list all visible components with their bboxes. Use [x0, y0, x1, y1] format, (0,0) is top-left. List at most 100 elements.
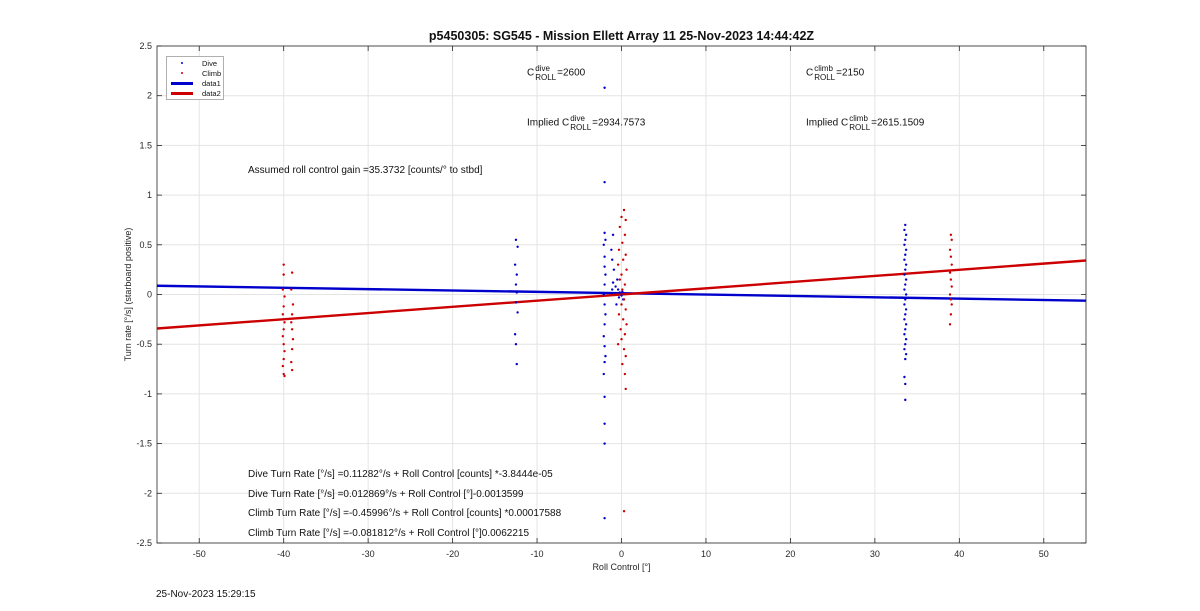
- point-climb: [623, 333, 627, 336]
- legend-swatch-dive: [181, 62, 183, 64]
- x-tick-label: 0: [619, 549, 624, 559]
- point-dive: [903, 347, 906, 351]
- point-dive: [515, 362, 518, 366]
- point-dive: [611, 281, 615, 284]
- legend-entry-climb: Climb: [167, 68, 223, 78]
- point-climb: [625, 268, 628, 271]
- point-dive: [904, 268, 907, 271]
- point-dive: [904, 248, 908, 251]
- point-dive: [603, 395, 606, 399]
- point-dive: [515, 291, 518, 294]
- point-climb: [283, 321, 286, 324]
- point-climb: [616, 263, 620, 266]
- point-climb: [290, 271, 294, 274]
- point-climb: [624, 354, 627, 358]
- point-climb: [949, 298, 953, 301]
- point-climb: [622, 509, 626, 513]
- point-dive: [603, 231, 606, 235]
- point-dive: [904, 313, 907, 316]
- point-dive: [615, 303, 618, 306]
- point-dive: [904, 238, 907, 242]
- point-climb: [620, 215, 623, 219]
- point-climb: [290, 321, 293, 324]
- point-dive: [904, 223, 907, 227]
- point-dive: [602, 293, 605, 296]
- fit-equation: Climb Turn Rate [°/s] =-0.081812°/s + Ro…: [248, 528, 530, 539]
- point-climb: [621, 318, 625, 321]
- point-climb: [617, 313, 621, 316]
- point-climb: [282, 343, 285, 346]
- point-climb: [623, 372, 627, 376]
- point-climb: [291, 338, 295, 341]
- y-tick-label: -2: [144, 488, 152, 498]
- point-dive: [903, 243, 906, 246]
- point-climb: [620, 273, 623, 276]
- point-climb: [619, 328, 622, 331]
- point-climb: [282, 357, 285, 361]
- point-dive: [602, 335, 605, 338]
- point-dive: [904, 343, 907, 346]
- point-climb: [616, 343, 620, 346]
- point-climb: [621, 362, 624, 366]
- point-dive: [603, 265, 606, 268]
- point-dive: [618, 291, 622, 294]
- point-climb: [624, 308, 627, 311]
- point-dive: [904, 308, 908, 311]
- legend-swatch-climb: [181, 72, 183, 74]
- point-dive: [513, 333, 517, 336]
- point-climb: [282, 372, 285, 376]
- point-dive: [604, 313, 607, 316]
- point-climb: [622, 208, 626, 212]
- point-dive: [513, 263, 517, 266]
- point-dive: [603, 516, 606, 520]
- point-dive: [904, 283, 907, 286]
- point-climb: [948, 293, 952, 296]
- point-dive: [904, 398, 907, 402]
- point-climb: [621, 258, 625, 261]
- point-dive: [614, 285, 617, 288]
- point-dive: [603, 422, 606, 425]
- legend-entry-dive: Dive: [167, 58, 223, 68]
- point-climb: [624, 218, 627, 222]
- point-climb: [290, 360, 293, 364]
- x-tick-label: -40: [277, 549, 290, 559]
- point-climb: [622, 347, 626, 351]
- fit-equation: Dive Turn Rate [°/s] =0.012869°/s + Roll…: [248, 489, 524, 500]
- point-dive: [904, 293, 908, 296]
- x-tick-label: 50: [1039, 549, 1049, 559]
- point-climb: [620, 303, 623, 306]
- point-dive: [904, 298, 907, 301]
- point-dive: [611, 258, 614, 261]
- points-layer: [281, 86, 953, 520]
- point-dive: [515, 273, 518, 276]
- y-tick-label: -1: [144, 389, 152, 399]
- point-dive: [904, 253, 907, 256]
- x-tick-label: 20: [785, 549, 795, 559]
- point-dive: [602, 243, 605, 246]
- point-climb: [948, 323, 952, 326]
- point-climb: [290, 328, 294, 331]
- point-climb: [621, 288, 624, 291]
- point-climb: [283, 349, 286, 353]
- axes-layer: [156, 45, 1087, 544]
- point-climb: [616, 293, 619, 296]
- y-tick-label: 2.5: [139, 41, 152, 51]
- point-dive: [603, 86, 606, 89]
- point-dive: [904, 233, 908, 237]
- point-climb: [290, 313, 294, 316]
- point-climb: [283, 374, 286, 378]
- fit-line-data1: [156, 284, 1087, 302]
- point-climb: [290, 288, 293, 291]
- y-axis-label: Turn rate [°/s] (starboard positive): [123, 228, 133, 362]
- point-climb: [950, 285, 953, 288]
- point-dive: [514, 301, 518, 304]
- point-dive: [603, 442, 606, 445]
- point-dive: [603, 344, 606, 348]
- point-dive: [904, 328, 907, 331]
- point-climb: [282, 263, 285, 266]
- point-dive: [610, 248, 613, 251]
- point-dive: [904, 352, 908, 356]
